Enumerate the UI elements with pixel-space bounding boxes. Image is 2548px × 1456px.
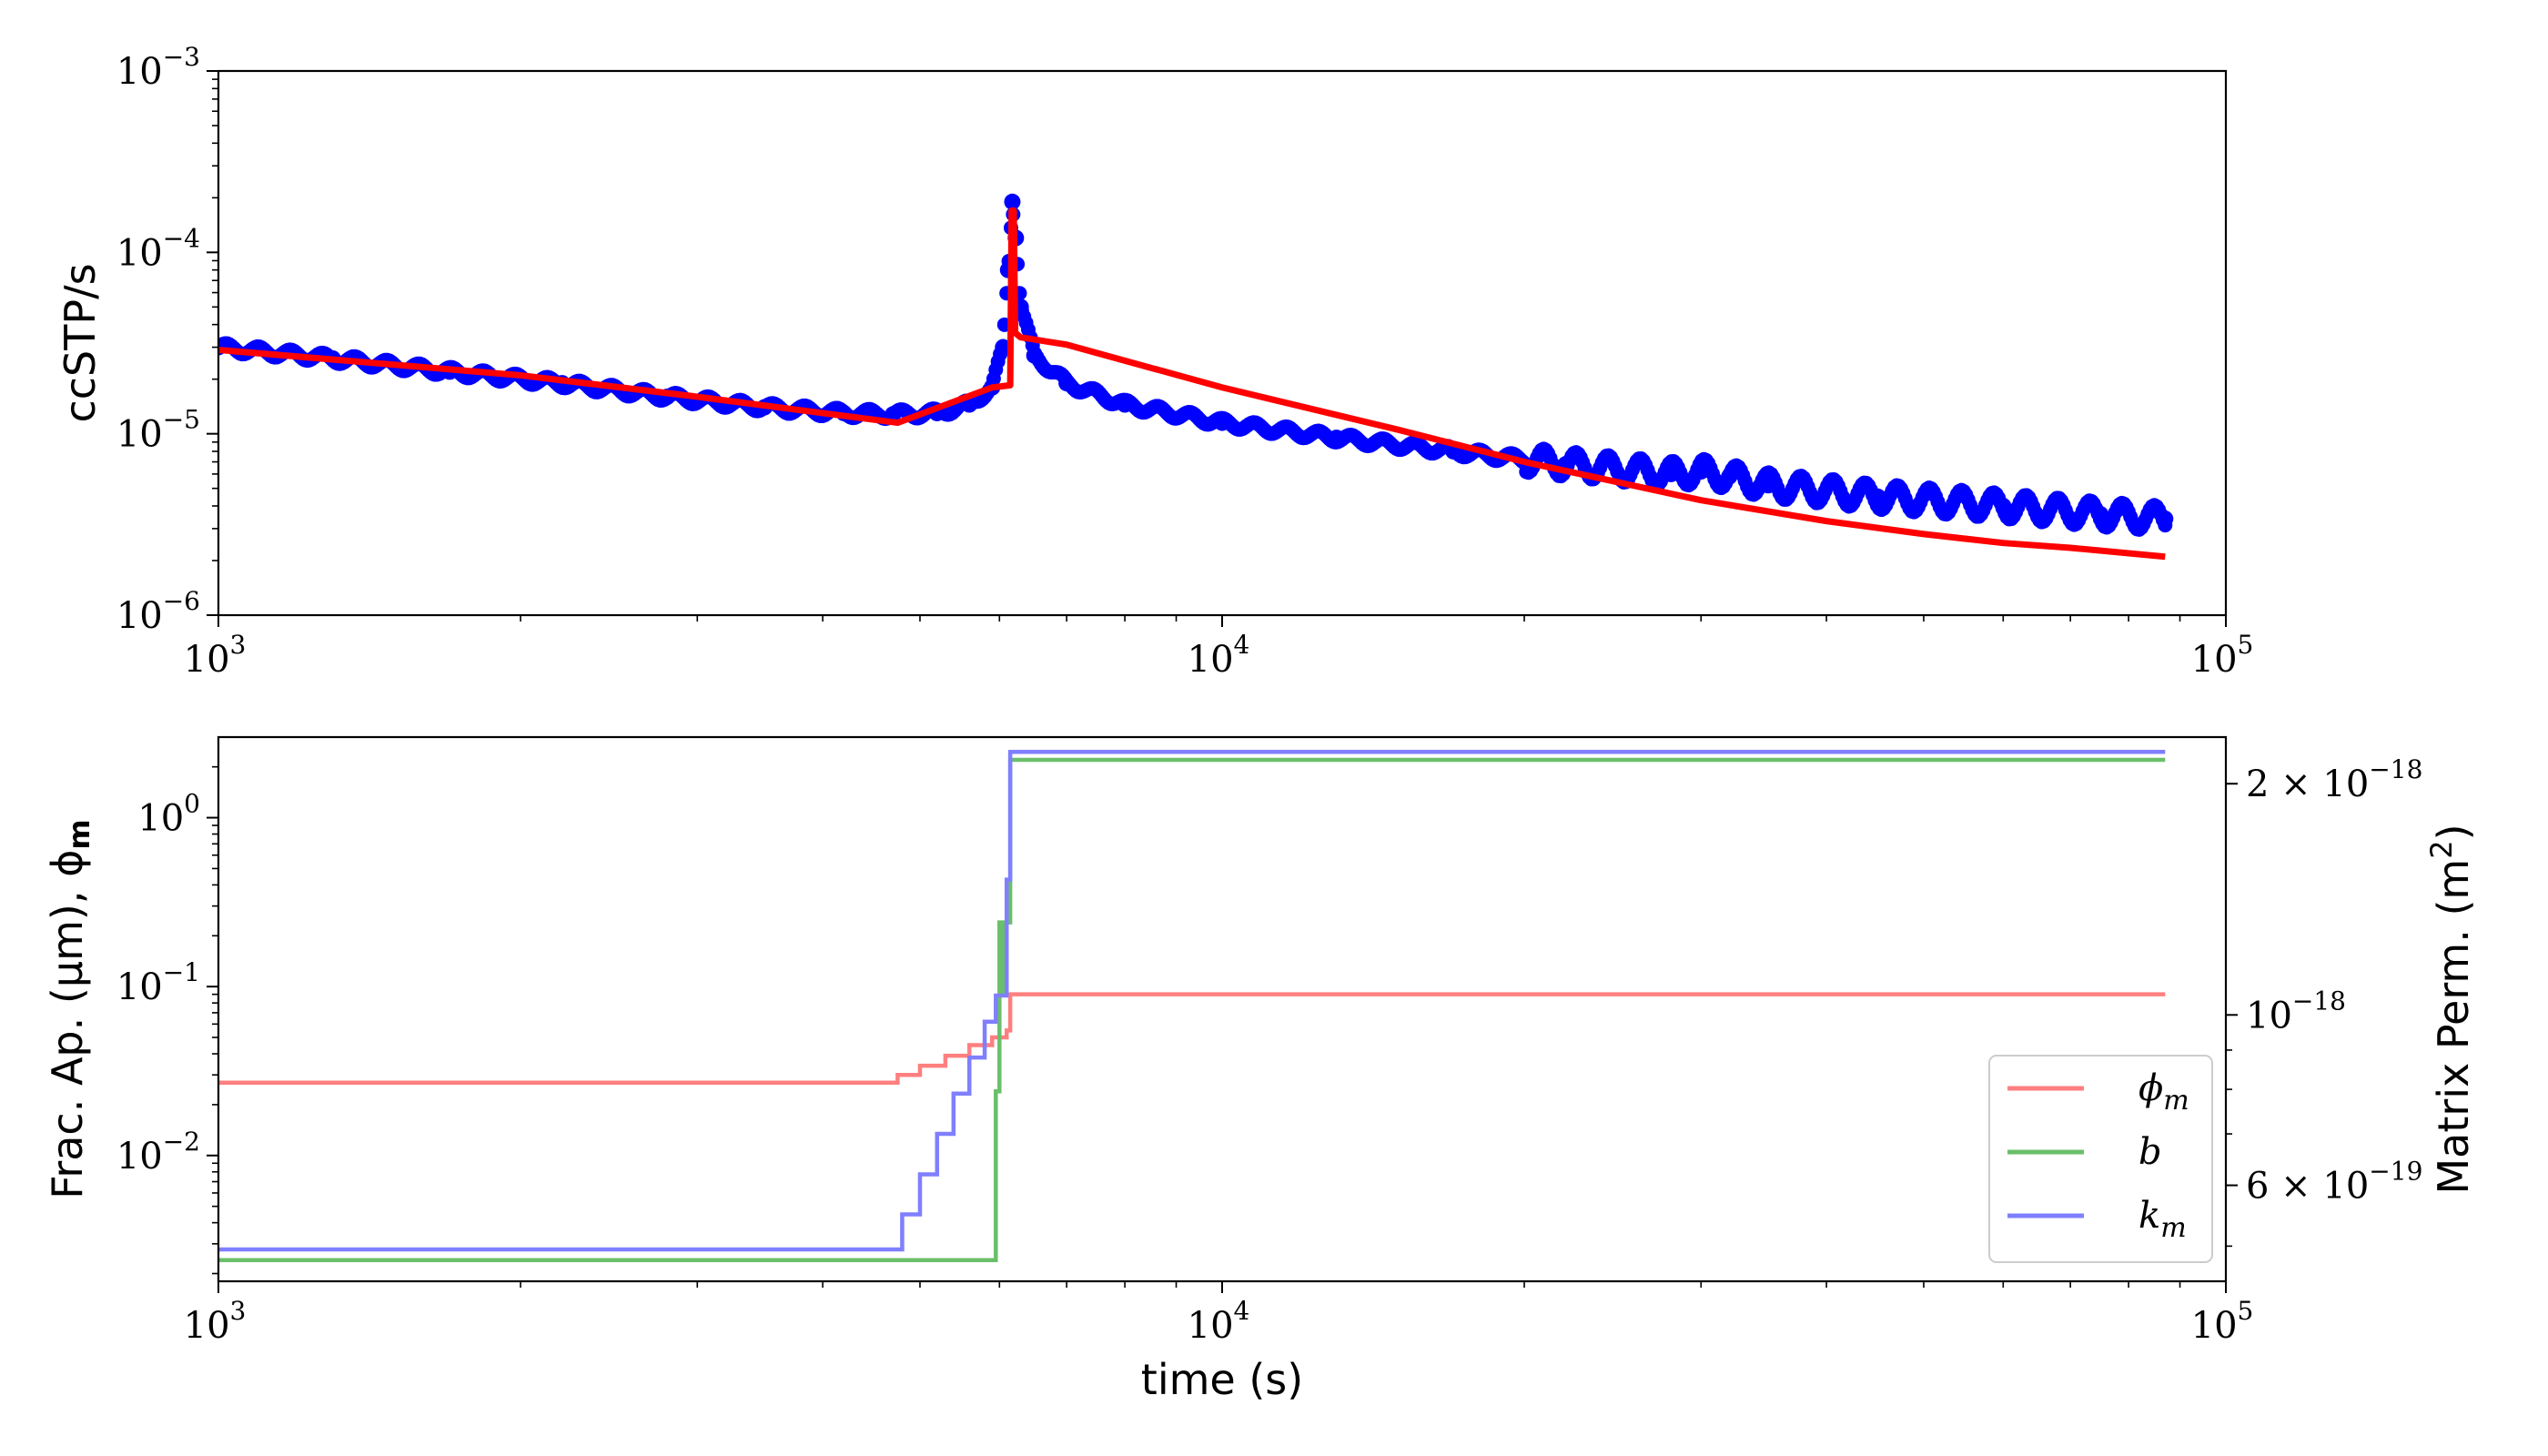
y2-tick-label-exponent: −18: [2292, 986, 2346, 1016]
bottom-x-axis-label: time (s): [1141, 1355, 1303, 1404]
y-tick-label: 10−5: [116, 405, 200, 456]
y-tick-label-base: 10: [116, 51, 163, 93]
y2-tick-label: 6 × 10−19: [2246, 1157, 2422, 1208]
scatter-point: [1058, 375, 1076, 392]
x-tick-label-base: 10: [1188, 639, 1234, 681]
scatter-point: [1214, 414, 1230, 431]
bottom-series-layer: [218, 750, 2166, 1263]
legend-label-sub: m: [2163, 1085, 2189, 1117]
scatter-point: [1693, 463, 1710, 480]
x-tick-label: 104: [1188, 1296, 1250, 1347]
bottom-y2-axis-label-end: ): [2429, 824, 2478, 840]
y-tick-label: 10−6: [116, 586, 200, 637]
x-tick-label-exponent: 5: [2238, 1296, 2254, 1326]
scatter-point: [995, 339, 1012, 356]
y2-tick-label-exponent: −19: [2369, 1157, 2422, 1187]
legend-label-sub: m: [2160, 1212, 2186, 1244]
scatter-point: [1328, 430, 1345, 447]
y-tick-label: 10−1: [116, 957, 200, 1008]
top-series-layer: [218, 193, 2174, 561]
bottom-y2-axis-label-main: Matrix Perm. (m: [2429, 859, 2478, 1195]
scatter-point: [1721, 468, 1738, 485]
scatter-point: [1117, 396, 1134, 413]
y2-tick-label: 10−18: [2246, 986, 2346, 1036]
scatter-series: [218, 193, 2174, 537]
x-tick-label: 103: [184, 630, 247, 681]
y2-tick-label: 2 × 10−18: [2246, 754, 2422, 805]
y-tick-label: 10−2: [116, 1127, 200, 1178]
bottom-y2-axis-label-sup: 2: [2424, 840, 2459, 858]
scatter-point: [2157, 511, 2174, 528]
x-tick-label: 104: [1188, 630, 1250, 681]
legend-label: ϕm: [2138, 1067, 2189, 1117]
y-tick-label-base: 10: [116, 966, 163, 1008]
scatter-point: [1760, 477, 1777, 494]
y-tick-label-base: 10: [116, 414, 163, 456]
x-tick-label-exponent: 4: [1234, 1296, 1250, 1326]
y-tick-label-base: 10: [116, 595, 163, 637]
scatter-point: [885, 406, 902, 423]
series-line-b: [218, 757, 2166, 1263]
top-y-axis-label: ccSTP/s: [56, 263, 105, 422]
y-tick-label-exponent: −3: [163, 42, 200, 72]
scatter-point: [1663, 465, 1680, 482]
x-tick-label-exponent: 4: [1234, 630, 1250, 660]
legend-label-name: k: [2138, 1195, 2160, 1237]
scatter-point: [2092, 506, 2109, 523]
y-tick-label-exponent: −1: [163, 957, 200, 987]
x-tick-label-base: 10: [1188, 1305, 1234, 1347]
x-tick-label-base: 10: [184, 639, 230, 681]
x-tick-label-base: 10: [2191, 639, 2238, 681]
y-tick-label-exponent: −6: [163, 586, 200, 616]
y-tick-label-base: 10: [116, 1136, 163, 1178]
x-tick-label-exponent: 3: [230, 1296, 247, 1326]
scatter-point: [1995, 497, 2012, 514]
scatter-point: [1869, 488, 1886, 505]
y-tick-label-base: 10: [116, 232, 163, 274]
bottom-y-axis-label-main: Frac. Ap. (μm), ϕ: [43, 850, 92, 1199]
x-tick-label-base: 10: [184, 1305, 230, 1347]
legend-box: [1988, 1055, 2213, 1263]
legend-label-name: ϕ: [2138, 1067, 2163, 1109]
y2-tick-label-exponent: −18: [2369, 754, 2422, 784]
legend-label: b: [2138, 1131, 2162, 1173]
y-tick-label: 10−4: [116, 223, 200, 274]
x-tick-label-exponent: 3: [230, 630, 247, 660]
x-tick-label-exponent: 5: [2238, 630, 2254, 660]
bottom-y-axis-label: Frac. Ap. (μm), ϕm: [43, 819, 96, 1199]
legend-label-name: b: [2138, 1131, 2162, 1173]
y-tick-label: 10−3: [116, 42, 200, 93]
y2-tick-label-base: 10: [2246, 995, 2292, 1036]
x-tick-label-base: 10: [2191, 1305, 2238, 1347]
x-tick-label: 103: [184, 1296, 247, 1347]
bottom-y2-axis-label: Matrix Perm. (m2): [2424, 824, 2478, 1194]
y-tick-label-exponent: 0: [184, 789, 200, 819]
y2-tick-label-base: 6 × 10: [2246, 1166, 2369, 1208]
y-tick-label-exponent: −5: [163, 405, 200, 435]
scatter-point: [1026, 347, 1043, 364]
legend-label: km: [2138, 1195, 2187, 1244]
series-line-phi-m: [218, 992, 2166, 1085]
x-tick-label: 105: [2191, 1296, 2254, 1347]
y-tick-label-exponent: −2: [163, 1127, 200, 1157]
series-line-k-m: [218, 750, 2166, 1252]
y2-tick-label-base: 2 × 10: [2246, 763, 2369, 805]
bottom-y-axis-label-sub: m: [62, 819, 96, 849]
fit-line: [218, 207, 2166, 561]
y-tick-label: 100: [137, 789, 200, 840]
bottom-plot-frame: [217, 735, 2228, 1283]
y-tick-label-exponent: −4: [163, 223, 200, 253]
scatter-point: [1004, 193, 1021, 210]
x-tick-label: 105: [2191, 630, 2254, 681]
y-tick-label-base: 10: [137, 798, 184, 840]
